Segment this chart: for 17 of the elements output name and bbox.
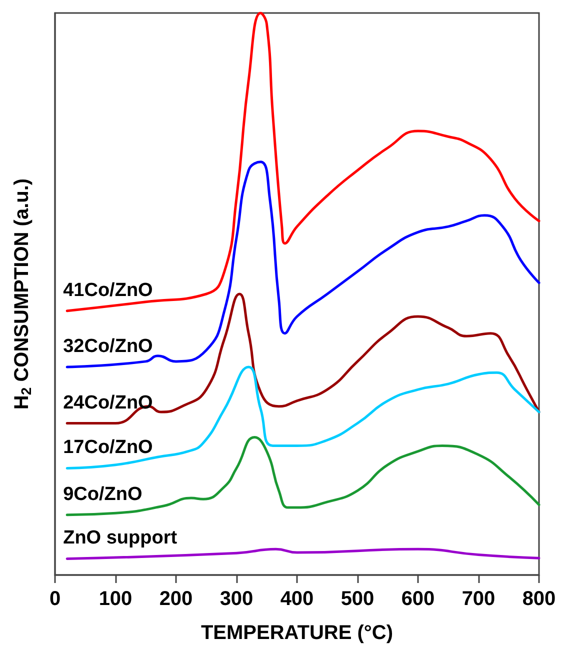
x-tick-label: 0 bbox=[49, 588, 61, 610]
series-label: 32Co/ZnO bbox=[63, 336, 153, 358]
series-label: 9Co/ZnO bbox=[63, 484, 142, 505]
series-label: ZnO support bbox=[63, 528, 178, 549]
x-tick-label: 200 bbox=[159, 588, 193, 610]
series-label: 17Co/ZnO bbox=[63, 437, 153, 458]
series-label: 24Co/ZnO bbox=[63, 392, 153, 414]
x-tick-label: 100 bbox=[98, 588, 132, 610]
x-tick-label: 400 bbox=[280, 588, 314, 610]
x-tick-label: 600 bbox=[401, 588, 435, 610]
x-tick-label: 300 bbox=[220, 588, 254, 610]
x-tick-label: 700 bbox=[462, 588, 496, 610]
y-axis-title: H2 CONSUMPTION (a.u.) bbox=[11, 178, 34, 410]
x-axis-title: TEMPERATURE (°C) bbox=[200, 622, 394, 644]
x-tick-label: 800 bbox=[522, 588, 556, 610]
x-tick-label: 500 bbox=[340, 588, 374, 610]
series-label: 41Co/ZnO bbox=[63, 280, 153, 301]
